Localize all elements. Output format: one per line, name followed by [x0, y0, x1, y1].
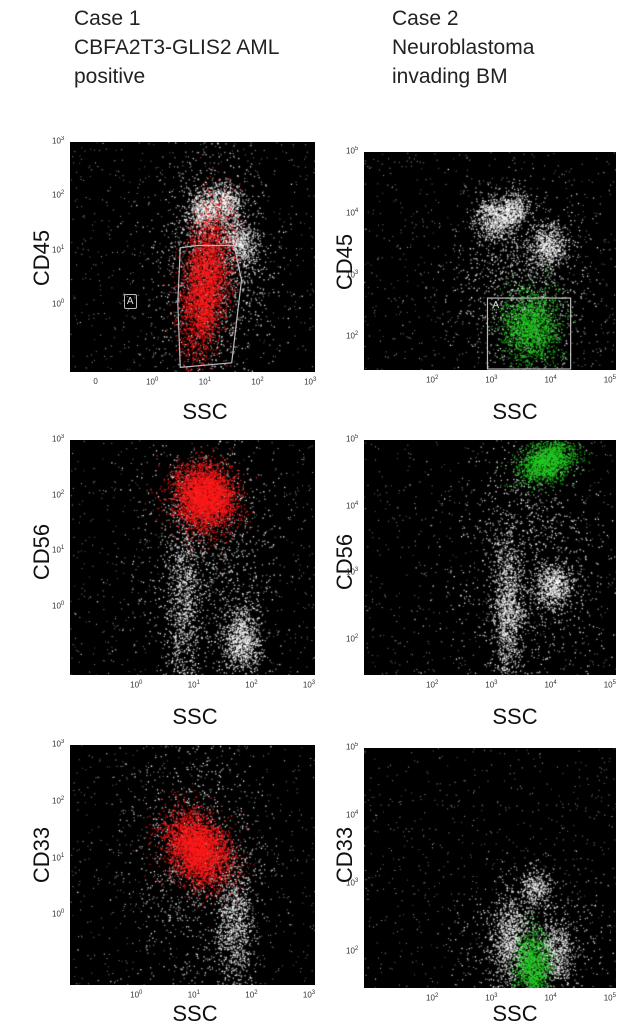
case2-cd33-xtick: 103: [485, 993, 498, 1003]
case1-cd45-xtick: 103: [304, 377, 317, 387]
case1-cd33-y-axis-label: CD33: [29, 826, 54, 884]
case1-cd45-ytick: 102: [52, 190, 65, 201]
case1-cd45-xtick: 0: [93, 377, 98, 386]
case2-cd56-plot: [364, 440, 616, 675]
case1-cd33-ytick: 101: [52, 852, 65, 863]
case1-cd56-xtick: 102: [245, 680, 258, 690]
case2-header-line1: Case 2: [392, 7, 459, 30]
case2-cd56-ytick: 103: [346, 567, 359, 577]
case2-cd33-ytick: 102: [346, 946, 359, 956]
case2-cd45-xtick: 105: [603, 375, 616, 385]
case2-cd45-plot: A: [364, 152, 616, 370]
case2-cd56-ytick: 102: [346, 633, 359, 644]
case1-cd33-xtick: 100: [130, 990, 143, 1000]
case1-cd45-y-axis-label: CD45: [29, 229, 54, 287]
case2-cd33-xtick: 104: [544, 993, 557, 1003]
case2-cd56-event-dots: [364, 440, 616, 675]
case1-cd56-ytick: 102: [52, 489, 65, 500]
case2-header: Case 2 Neuroblastoma invading BM: [392, 4, 534, 91]
case1-cd56-xtick: 100: [130, 680, 143, 690]
case1-cd33-ytick: 103: [52, 739, 65, 749]
case1-cd33-xtick: 101: [187, 990, 200, 1000]
case2-header-line2: Neuroblastoma: [392, 36, 535, 59]
case1-cd33-xtick: 102: [245, 990, 258, 1000]
case1-cd56-ytick: 100: [52, 600, 65, 611]
case2-cd56-y-axis-label: CD56: [332, 533, 357, 591]
case2-cd45-event-dots: [364, 152, 616, 370]
case1-cd45-xtick: 100: [146, 377, 159, 387]
case2-cd33-ytick: 103: [346, 878, 359, 888]
case2-cd45-xtick: 104: [544, 375, 557, 385]
case1-cd45-x-axis-label: SSC: [182, 399, 228, 424]
case2-cd56-xtick: 103: [485, 680, 498, 690]
case1-cd56-xtick: 101: [187, 680, 200, 690]
case2-cd33-plot: [364, 748, 616, 988]
case2-cd33-ytick: 105: [346, 742, 359, 752]
case1-cd45-gate-outline: [177, 244, 243, 369]
case2-cd33-xtick: 102: [426, 993, 439, 1003]
case1-cd33-ytick: 100: [52, 909, 65, 920]
case1-cd56-x-axis-label: SSC: [172, 704, 218, 729]
case2-cd56-xtick: 102: [426, 680, 439, 690]
case2-cd56-ytick: 104: [346, 500, 359, 511]
case1-cd56-event-dots: [70, 440, 315, 675]
case2-cd56-xtick: 104: [544, 680, 557, 690]
case1-cd33-event-dots: [70, 745, 315, 985]
case1-cd45-ytick: 100: [52, 299, 65, 309]
case2-cd33-event-dots: [364, 748, 616, 988]
case1-cd45-xtick: 102: [251, 377, 264, 387]
case2-cd45-ytick: 105: [346, 146, 359, 156]
case1-cd56-ytick: 103: [52, 434, 65, 444]
case1-header: Case 1 CBFA2T3-GLIS2 AML positive: [74, 4, 279, 91]
case2-cd33-y-axis-label: CD33: [332, 826, 357, 884]
case1-header-line1: Case 1: [74, 7, 141, 30]
case2-cd45-x-axis-label: SSC: [492, 399, 538, 424]
case1-cd33-ytick: 102: [52, 795, 65, 806]
case1-cd45-gate-label: A: [123, 293, 137, 309]
case2-cd45-ytick: 103: [346, 269, 359, 280]
case1-cd45-xtick: 101: [198, 377, 211, 387]
case2-cd56-x-axis-label: SSC: [492, 704, 538, 729]
case2-cd56-ytick: 105: [346, 434, 359, 444]
case2-cd45-ytick: 104: [346, 207, 359, 218]
case2-cd45-y-axis-label: CD45: [332, 233, 357, 291]
case1-cd33-x-axis-label: SSC: [172, 1001, 218, 1026]
case1-cd33-xtick: 103: [302, 990, 316, 1000]
case1-cd45-event-dots: [70, 142, 315, 372]
case1-cd56-plot: [70, 440, 315, 675]
case1-cd56-xtick: 103: [302, 680, 316, 690]
case2-cd33-ytick: 104: [346, 810, 359, 820]
case1-cd45-ytick: 101: [52, 244, 65, 255]
case2-cd45-xtick: 103: [485, 375, 498, 385]
case2-cd45-gate-outline: [486, 297, 572, 370]
case2-cd56-xtick: 105: [603, 680, 616, 690]
case1-cd56-ytick: 101: [52, 545, 65, 555]
case1-header-line3: positive: [74, 65, 146, 88]
case1-cd45-plot: A: [70, 142, 315, 372]
case2-cd33-xtick: 105: [603, 993, 616, 1003]
case1-cd45-ytick: 103: [52, 136, 65, 146]
case2-header-line3: invading BM: [392, 65, 508, 88]
case1-cd33-plot: [70, 745, 315, 985]
case2-cd33-x-axis-label: SSC: [492, 1001, 538, 1026]
case2-cd45-gate: [486, 297, 572, 370]
case2-cd45-gate-label: A: [492, 300, 500, 312]
case1-cd56-y-axis-label: CD56: [29, 523, 54, 581]
case2-cd45-ytick: 102: [346, 331, 359, 341]
case1-header-line2: CBFA2T3-GLIS2 AML: [74, 36, 280, 59]
case1-cd45-gate: [177, 244, 243, 369]
case2-cd45-xtick: 102: [426, 375, 439, 385]
